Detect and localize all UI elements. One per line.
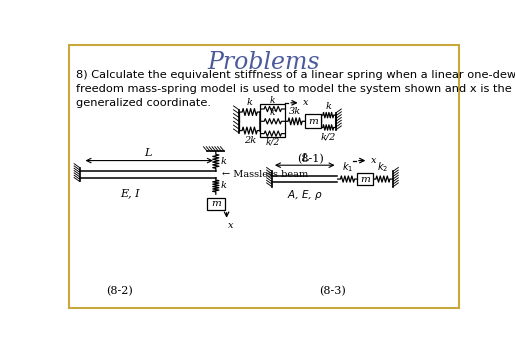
Text: 8) Calculate the equivalent stiffness of a linear spring when a linear one-dew-o: 8) Calculate the equivalent stiffness of… (76, 70, 515, 108)
Text: $k_1$: $k_1$ (342, 161, 353, 174)
Text: m: m (308, 117, 318, 126)
Text: k/2: k/2 (266, 138, 280, 147)
Text: k: k (247, 98, 253, 107)
Text: E, I: E, I (120, 188, 140, 198)
Bar (207, 197, 225, 210)
Text: k: k (220, 157, 226, 166)
Text: (8-2): (8-2) (106, 286, 133, 296)
Text: L: L (301, 153, 308, 163)
Text: x: x (371, 156, 376, 165)
Text: 2k: 2k (244, 136, 256, 145)
Text: k/2: k/2 (320, 132, 336, 141)
Text: x: x (303, 98, 308, 107)
Text: 3k: 3k (289, 107, 301, 116)
Text: (8-3): (8-3) (319, 286, 346, 296)
Bar (261, 104, 285, 137)
Text: L: L (144, 148, 151, 158)
Text: m: m (211, 199, 221, 208)
Text: ← Massless beam: ← Massless beam (222, 170, 308, 179)
Text: x: x (228, 222, 234, 230)
Text: (8-1): (8-1) (297, 154, 324, 164)
Text: $A$, $E$, $\rho$: $A$, $E$, $\rho$ (287, 188, 323, 202)
Text: k: k (270, 108, 276, 117)
Text: m: m (360, 175, 370, 183)
Bar (357, 173, 373, 185)
Text: $k_2$: $k_2$ (377, 161, 388, 174)
Text: k: k (270, 96, 276, 105)
Text: k: k (325, 102, 331, 111)
Text: k: k (220, 182, 226, 190)
Text: Problems: Problems (208, 51, 320, 74)
Bar (305, 114, 320, 128)
